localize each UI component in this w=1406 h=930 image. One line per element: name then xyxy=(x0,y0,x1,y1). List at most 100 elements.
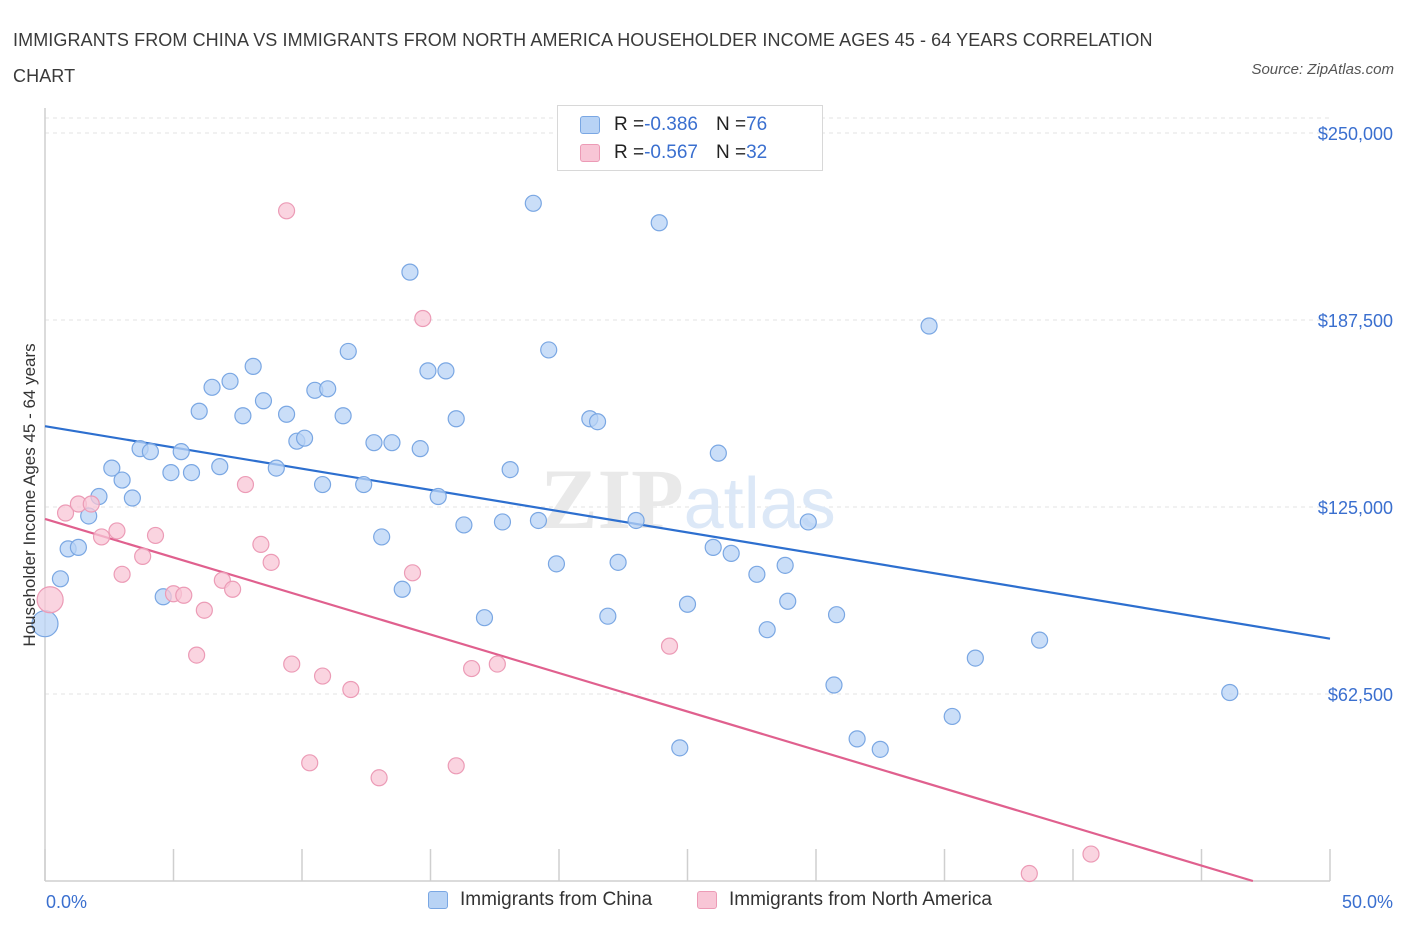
legend: R = -0.386 N = 76 R = -0.567 N = 32 xyxy=(557,105,823,171)
china-point xyxy=(540,341,558,359)
china-point xyxy=(437,362,455,380)
china-point xyxy=(447,410,465,428)
china-point xyxy=(588,413,607,431)
china-point xyxy=(103,459,121,477)
china-point xyxy=(779,592,797,610)
north-america-point xyxy=(82,495,100,513)
series-label-china: Immigrants from China xyxy=(460,889,653,910)
china-point xyxy=(141,443,159,461)
series-swatch-china xyxy=(428,891,448,909)
north-america-point xyxy=(56,504,75,522)
legend-row-china: R = -0.386 N = 76 xyxy=(580,112,767,138)
china-point xyxy=(221,372,239,390)
north-america-point xyxy=(236,475,255,494)
china-point xyxy=(748,565,766,583)
china-point xyxy=(709,444,727,462)
china-point xyxy=(966,649,984,667)
legend-swatch-north-america xyxy=(580,144,600,162)
china-point xyxy=(475,609,494,627)
y-axis-title: Householder Income Ages 45 - 64 years xyxy=(20,343,39,646)
trend-lines xyxy=(44,425,1331,883)
china-point xyxy=(234,407,252,425)
china-point xyxy=(609,553,627,571)
y-tick-label: $125,000 xyxy=(1318,498,1393,518)
north-america-point xyxy=(414,309,432,328)
china-point xyxy=(373,528,391,546)
china-point xyxy=(429,487,447,506)
legend-swatch-china xyxy=(580,116,600,134)
china-point xyxy=(943,707,961,726)
series-legend: Immigrants from China Immigrants from No… xyxy=(0,889,1406,915)
china-point xyxy=(393,580,411,598)
china-point xyxy=(799,513,817,531)
legend-r-label: R = xyxy=(614,114,645,135)
north-america-point xyxy=(195,601,213,619)
china-point xyxy=(244,357,262,375)
china-point xyxy=(776,556,794,574)
china-point xyxy=(493,513,512,531)
legend-n-value: 32 xyxy=(746,142,768,163)
china-point xyxy=(455,516,473,534)
series-label-north-america: Immigrants from North America xyxy=(729,889,992,910)
china-point xyxy=(401,263,419,281)
china-point xyxy=(339,342,357,361)
china-point xyxy=(182,463,201,482)
north-america-point xyxy=(113,565,131,583)
china-point xyxy=(172,443,190,461)
china-point xyxy=(1221,683,1239,702)
china-point xyxy=(365,434,383,452)
north-america-point xyxy=(224,580,242,598)
china-point xyxy=(313,475,332,494)
legend-n-value: 76 xyxy=(746,114,768,135)
legend-r-value: -0.567 xyxy=(644,142,698,163)
china-point xyxy=(501,461,519,479)
legend-n-label: N = xyxy=(715,142,747,163)
china-point xyxy=(671,739,689,757)
north-america-point xyxy=(283,655,301,673)
north-america-point xyxy=(313,667,332,685)
china-point xyxy=(419,362,437,380)
china-point xyxy=(411,440,429,458)
china-point xyxy=(267,459,285,477)
china-point xyxy=(848,730,866,748)
north-america-point xyxy=(36,586,64,614)
y-tick-label: $62,500 xyxy=(1328,685,1393,705)
source-label: Source: ZipAtlas.com xyxy=(1251,61,1394,78)
north-america-point xyxy=(252,535,270,554)
china-point xyxy=(920,317,938,335)
north-america-point xyxy=(134,547,152,565)
x-tick-label-min: 0.0% xyxy=(46,892,87,912)
trend-line-1 xyxy=(44,517,1254,883)
china-point xyxy=(871,740,889,758)
north-america-point xyxy=(262,553,280,571)
china-point xyxy=(704,538,722,556)
china-point xyxy=(113,471,131,489)
china-point xyxy=(547,555,566,573)
series-legend-north-america: Immigrants from North America xyxy=(697,889,992,911)
north-america-point xyxy=(447,757,465,775)
y-tick-label: $250,000 xyxy=(1318,124,1393,144)
x-tick-label-max: 50.0% xyxy=(1342,892,1393,912)
china-point xyxy=(599,607,617,625)
north-america-point xyxy=(342,680,360,699)
north-america-point xyxy=(370,769,388,787)
china-point xyxy=(203,378,221,396)
north-america-point xyxy=(403,564,422,582)
north-america-point xyxy=(188,646,206,664)
china-point xyxy=(211,458,229,476)
x-tick-labels: 0.0% 50.0% xyxy=(46,892,1393,912)
legend-n-label: N = xyxy=(715,114,747,135)
north-america-point xyxy=(660,637,679,655)
north-america-point xyxy=(1082,845,1100,863)
legend-row-north-america: R = -0.567 N = 32 xyxy=(580,140,767,166)
china-point xyxy=(334,407,352,425)
china-point xyxy=(650,214,668,232)
y-tick-label: $187,500 xyxy=(1318,311,1393,331)
china-point xyxy=(827,606,846,624)
watermark: ZIPatlas xyxy=(540,451,835,547)
china-point xyxy=(162,463,180,482)
china-point xyxy=(678,595,697,613)
china-point xyxy=(277,405,296,423)
north-america-point xyxy=(175,586,193,604)
legend-r-value: -0.386 xyxy=(644,114,698,135)
